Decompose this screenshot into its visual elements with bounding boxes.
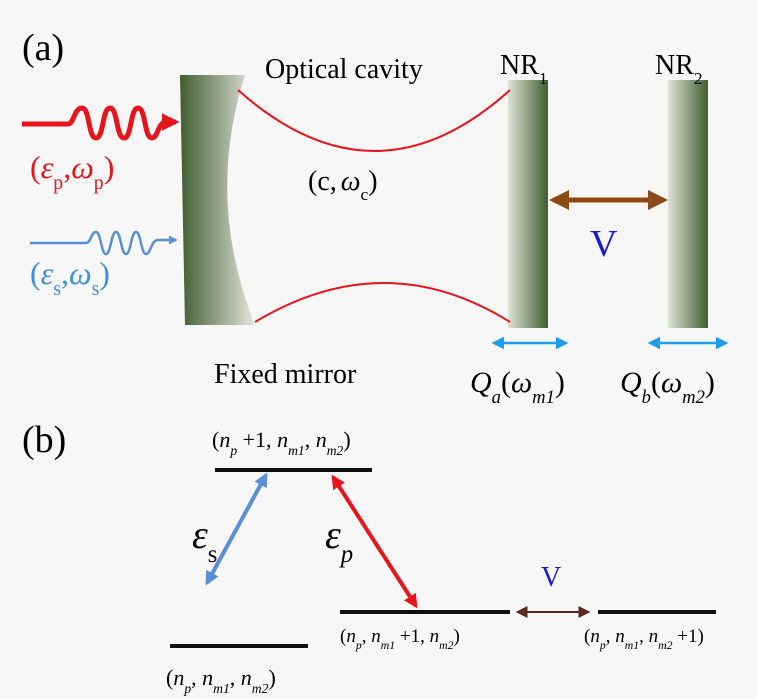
symbol: ω (341, 166, 361, 197)
text: ) (555, 366, 565, 399)
subscript: b (642, 387, 651, 408)
text: ) (368, 166, 377, 197)
text: ) (343, 427, 350, 452)
symbol: n (277, 427, 288, 452)
subscript: m1 (381, 639, 395, 652)
text: , (191, 665, 202, 690)
subscript: m1 (288, 443, 305, 458)
text: ) (453, 626, 459, 647)
symbol: n (202, 665, 213, 690)
symbol: n (316, 427, 327, 452)
subscript: p (229, 443, 237, 458)
symbol: n (590, 626, 600, 647)
text: , (606, 626, 616, 647)
text: ( (30, 149, 41, 185)
symbol: n (173, 665, 184, 690)
text: , (230, 665, 241, 690)
subscript: p (53, 172, 63, 194)
symbol: n (649, 626, 659, 647)
text: , (639, 626, 649, 647)
symbol: ω (511, 366, 532, 399)
subscript: 2 (694, 69, 703, 88)
text: ( (501, 366, 511, 399)
text: ) (104, 149, 115, 185)
diagram: (a) Optical cavity NR1 NR2 (εp,ωp) (εs,ω… (0, 0, 757, 699)
symbol: ε (192, 512, 208, 557)
symbol: n (430, 626, 440, 647)
nanoresonator-2 (668, 80, 708, 328)
symbol: ω (69, 255, 92, 291)
panel-label: (b) (22, 419, 66, 461)
text: (c, (308, 166, 337, 197)
symbol: n (346, 626, 356, 647)
text: ( (212, 427, 219, 452)
text: ) (268, 665, 275, 690)
symbol: n (615, 626, 625, 647)
cavity-label: Optical cavity (265, 54, 423, 85)
subscript: p (339, 541, 353, 568)
page: {"panel_a": {"label": "(a)", "cavity": "… (0, 0, 757, 699)
symbol: Q (470, 366, 492, 399)
subscript: p (94, 172, 104, 194)
nanoresonator-1 (508, 80, 548, 328)
text: , (63, 149, 71, 185)
text: , (305, 427, 316, 452)
subscript: m2 (252, 681, 269, 696)
text: , (61, 255, 69, 291)
text: NR (655, 50, 694, 81)
subscript: s (53, 278, 61, 300)
subscript: m2 (658, 639, 672, 652)
subscript: m2 (682, 387, 705, 408)
subscript: 1 (539, 69, 548, 88)
symbol: ε (41, 149, 54, 185)
subscript: m1 (625, 639, 639, 652)
text: , (362, 626, 372, 647)
symbol: ω (71, 149, 94, 185)
coupling-label: V (590, 223, 618, 265)
subscript: s (92, 278, 100, 300)
symbol: n (371, 626, 381, 647)
subscript: m2 (439, 639, 453, 652)
text: +1, (395, 626, 429, 647)
text: ( (166, 665, 173, 690)
subscript: p (183, 681, 191, 696)
subscript: m2 (327, 443, 344, 458)
text: ( (30, 255, 41, 291)
symbol: n (219, 427, 230, 452)
subscript: a (492, 387, 501, 408)
symbol: ε (41, 255, 54, 291)
coupling-label: V (541, 562, 561, 593)
text: NR (500, 50, 539, 81)
text: ) (705, 366, 715, 399)
subscript: m1 (532, 387, 555, 408)
subscript: s (208, 541, 218, 568)
panel-label: (a) (22, 27, 64, 69)
symbol: n (241, 665, 252, 690)
symbol: ω (661, 366, 682, 399)
subscript: m1 (213, 681, 230, 696)
mirror-label: Fixed mirror (214, 359, 357, 390)
symbol: Q (620, 366, 642, 399)
text: ) (99, 255, 110, 291)
background (0, 0, 757, 699)
text: +1) (673, 626, 704, 647)
text: ( (651, 366, 661, 399)
symbol: ε (325, 512, 341, 557)
text: +1, (237, 427, 277, 452)
